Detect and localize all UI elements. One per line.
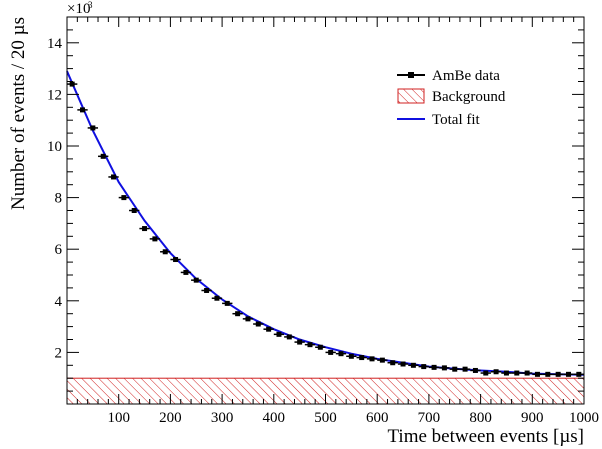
data-point xyxy=(315,344,326,350)
data-point xyxy=(149,236,161,242)
data-point xyxy=(387,360,398,366)
data-point xyxy=(335,351,347,357)
legend-label-background: Background xyxy=(432,89,506,105)
data-point xyxy=(542,371,553,377)
y-tick-label: 14 xyxy=(47,36,63,52)
data-point xyxy=(129,208,140,213)
data-point xyxy=(439,365,450,371)
data-point xyxy=(180,269,192,275)
data-point xyxy=(428,364,440,370)
data-point xyxy=(563,371,574,377)
data-point xyxy=(87,125,99,131)
data-point xyxy=(356,355,367,361)
data-point xyxy=(573,371,584,377)
x-tick-label: 1000 xyxy=(569,410,599,426)
data-point xyxy=(108,174,119,180)
data-point xyxy=(273,331,285,337)
data-point xyxy=(263,326,274,332)
axis-ticks: 100 200 300 400 500 600 700 800 900 1000 2 4 6 8 10 12 1… xyxy=(47,16,599,426)
legend-item-fit: Total fit xyxy=(397,112,481,128)
data-point xyxy=(511,370,522,376)
data-point xyxy=(211,295,223,301)
legend-item-background: Background xyxy=(397,88,506,105)
data-point xyxy=(284,334,295,340)
data-point xyxy=(408,362,419,368)
data-point xyxy=(139,226,150,232)
data-point xyxy=(532,371,543,377)
data-point xyxy=(170,257,181,263)
data-point xyxy=(253,321,264,327)
data-point xyxy=(325,349,336,355)
data-point xyxy=(232,311,243,317)
data-point xyxy=(470,367,481,373)
legend-item-data: AmBe data xyxy=(397,68,500,84)
data-point xyxy=(459,366,471,372)
fit-curve xyxy=(66,70,585,376)
plot-frame xyxy=(66,16,585,405)
data-point xyxy=(552,371,564,377)
x-tick-label: 900 xyxy=(521,410,544,426)
plot-content xyxy=(66,70,585,405)
data-point xyxy=(490,369,502,375)
legend-label-fit: Total fit xyxy=(432,112,481,128)
x-tick-label: 300 xyxy=(211,410,234,426)
y-axis-title: Number of events / 20 µs xyxy=(8,17,29,210)
data-point xyxy=(118,195,130,201)
data-point xyxy=(521,370,533,376)
data-point xyxy=(418,364,429,370)
x-tick-label: 100 xyxy=(107,410,130,426)
y-multiplier-exponent: 3 xyxy=(88,0,93,10)
x-axis-title: Time between events [µs] xyxy=(387,426,584,447)
data-point xyxy=(449,366,460,372)
y-tick-label: 6 xyxy=(55,242,63,258)
y-multiplier-label: ×10 xyxy=(67,1,90,17)
data-point xyxy=(67,81,78,87)
data-point xyxy=(346,353,357,359)
data-point xyxy=(222,300,233,306)
y-tick-label: 12 xyxy=(47,87,62,103)
data-point xyxy=(242,316,254,322)
data-point xyxy=(77,107,88,113)
x-tick-label: 200 xyxy=(159,410,182,426)
y-tick-label: 10 xyxy=(47,139,62,155)
data-point xyxy=(191,277,202,283)
y-tick-label: 2 xyxy=(55,345,63,361)
data-point xyxy=(377,357,388,363)
x-tick-label: 400 xyxy=(263,410,286,426)
data-point xyxy=(160,249,171,255)
y-tick-label: 4 xyxy=(55,294,63,310)
x-tick-label: 700 xyxy=(418,410,441,426)
x-tick-label: 600 xyxy=(366,410,389,426)
data-point xyxy=(397,361,409,367)
data-point xyxy=(480,370,491,376)
data-point xyxy=(98,153,109,159)
data-point xyxy=(304,342,316,348)
data-point xyxy=(294,339,305,345)
x-tick-label: 500 xyxy=(314,410,337,426)
legend-label-data: AmBe data xyxy=(432,68,500,84)
x-tick-label: 800 xyxy=(469,410,492,426)
data-point xyxy=(501,370,512,376)
y-tick-label: 8 xyxy=(55,191,63,207)
data-point xyxy=(366,356,378,362)
data-point xyxy=(201,287,212,293)
legend: AmBe data Background Total fit xyxy=(397,68,506,128)
